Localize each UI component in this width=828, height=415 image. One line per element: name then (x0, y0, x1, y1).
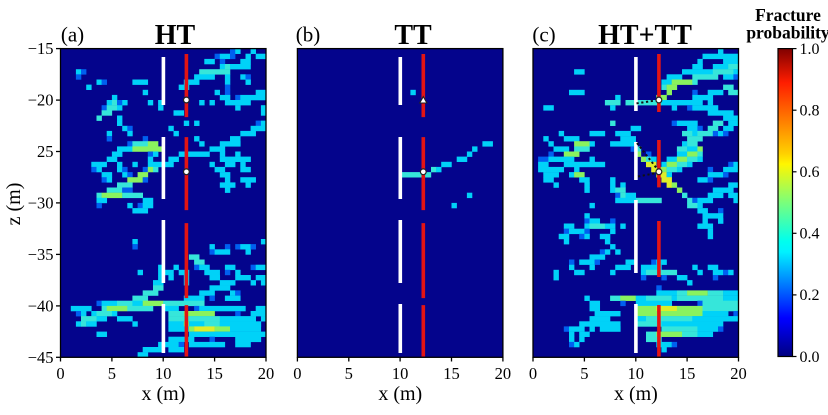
svg-text:(c): (c) (532, 23, 555, 47)
svg-text:−35: −35 (28, 245, 54, 264)
svg-text:1.0: 1.0 (800, 41, 820, 58)
svg-text:−15: −15 (28, 39, 54, 58)
svg-text:−45: −45 (28, 348, 54, 367)
svg-text:HT+TT: HT+TT (598, 20, 692, 51)
svg-text:−30: −30 (28, 194, 54, 213)
svg-text:0: 0 (56, 364, 64, 383)
svg-text:0.6: 0.6 (800, 164, 820, 181)
svg-text:5: 5 (345, 364, 353, 383)
svg-text:20: 20 (495, 364, 512, 383)
svg-text:0: 0 (529, 364, 537, 383)
svg-text:0.0: 0.0 (800, 349, 820, 366)
svg-text:5: 5 (580, 364, 588, 383)
svg-text:15: 15 (443, 364, 460, 383)
svg-text:TT: TT (394, 20, 432, 51)
svg-text:HT: HT (155, 20, 196, 51)
svg-text:(a): (a) (61, 23, 84, 47)
svg-text:x (m): x (m) (141, 383, 185, 405)
svg-text:5: 5 (108, 364, 116, 383)
svg-text:Fracture: Fracture (755, 5, 821, 25)
svg-text:0.8: 0.8 (800, 103, 820, 120)
svg-text:0.4: 0.4 (800, 226, 820, 243)
svg-text:x (m): x (m) (614, 383, 658, 405)
svg-text:probability: probability (746, 23, 828, 43)
svg-text:0.2: 0.2 (800, 287, 820, 304)
svg-text:20: 20 (730, 364, 747, 383)
svg-text:15: 15 (206, 364, 223, 383)
svg-text:15: 15 (679, 364, 696, 383)
svg-text:z (m): z (m) (3, 183, 25, 226)
svg-text:(b): (b) (296, 23, 321, 47)
svg-text:10: 10 (392, 364, 409, 383)
svg-text:0: 0 (293, 364, 301, 383)
svg-text:−20: −20 (28, 91, 54, 110)
svg-text:x (m): x (m) (378, 383, 422, 405)
svg-text:10: 10 (155, 364, 172, 383)
svg-text:10: 10 (628, 364, 645, 383)
svg-text:20: 20 (258, 364, 275, 383)
svg-text:25: 25 (37, 142, 54, 161)
svg-text:−40: −40 (28, 297, 54, 316)
